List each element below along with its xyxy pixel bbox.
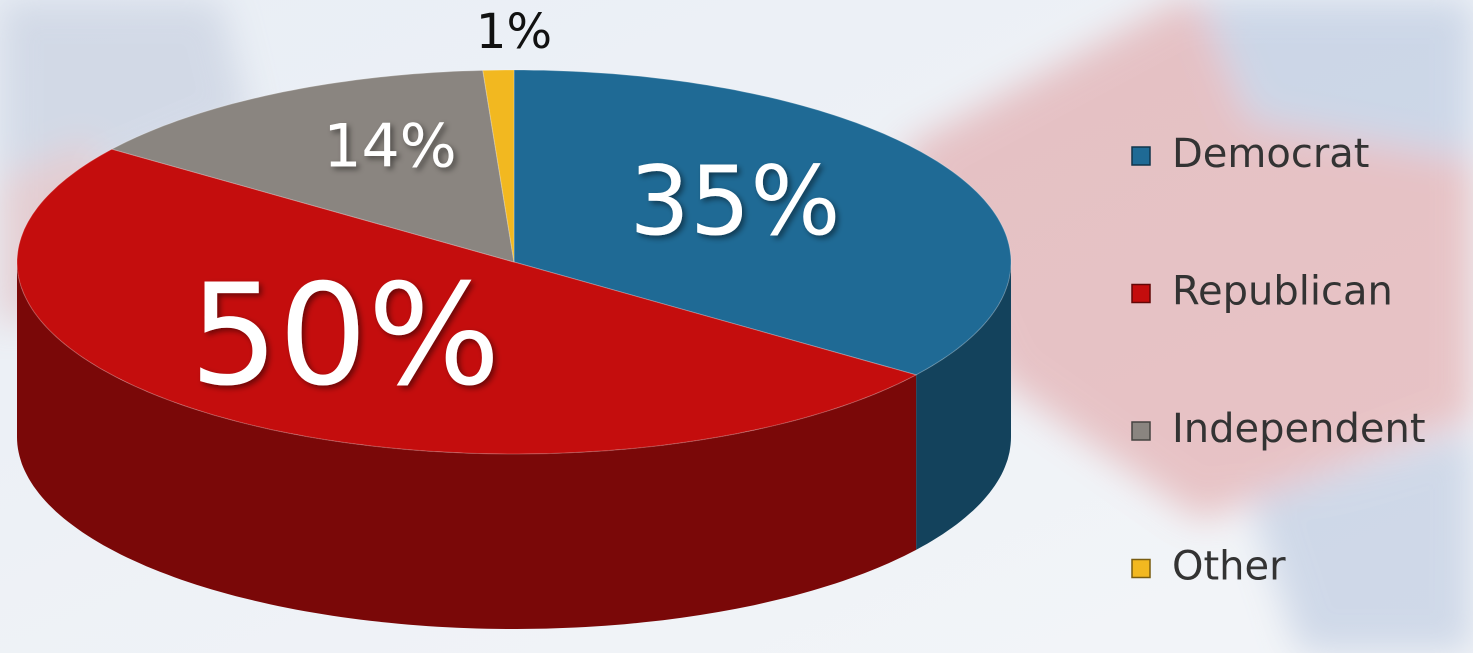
data-label: 1% [476,4,552,60]
pie-side [17,262,917,629]
legend-swatch [1131,283,1151,304]
data-label: 50% [189,255,500,418]
legend-swatch [1131,558,1151,579]
legend-swatch [1131,421,1151,441]
legend-label: Independent [1172,406,1426,452]
legend-label: Democrat [1172,131,1369,177]
pie-side [916,262,1011,550]
pie-slice [513,69,1012,376]
data-label: 35% [629,147,840,257]
data-label: 14% [323,112,456,182]
pie-slice [110,69,515,263]
legend: Democrat Republican Independent Other [1131,131,1426,590]
pie-slice [482,69,515,263]
pie-slice [16,148,918,455]
legend-label: Republican [1172,269,1393,315]
legend-swatch [1131,146,1151,166]
pie: 35% 50% 14% 1% [16,4,1012,629]
legend-label: Other [1172,544,1286,590]
